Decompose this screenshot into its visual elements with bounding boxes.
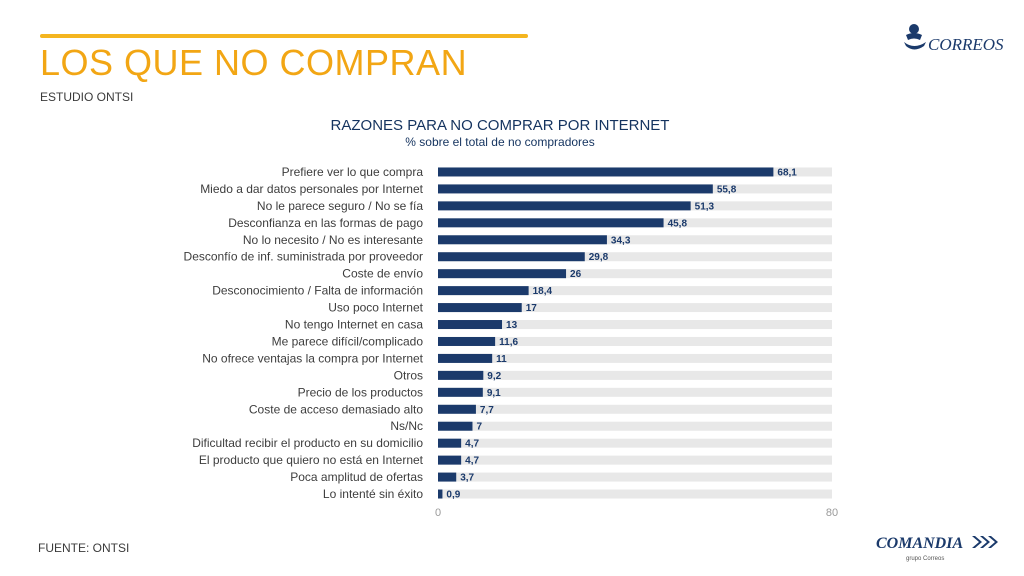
value-label: 7: [476, 422, 482, 433]
value-label: 9,1: [487, 388, 501, 399]
value-label: 34,3: [611, 235, 631, 246]
bar: [438, 269, 567, 279]
category-label: No tengo Internet en casa: [285, 318, 423, 332]
comandia-sub-text: grupo Correos: [906, 556, 944, 562]
bar: [438, 370, 484, 380]
bar-track: [438, 320, 832, 330]
value-label: 17: [526, 303, 538, 314]
bar-track: [438, 438, 832, 448]
bar: [438, 353, 493, 363]
bar: [438, 201, 691, 211]
value-label: 18,4: [533, 286, 553, 297]
bar: [438, 421, 473, 431]
chart-title: RAZONES PARA NO COMPRAR POR INTERNET: [330, 117, 670, 134]
value-label: 45,8: [668, 218, 688, 229]
bar-track: [438, 336, 832, 346]
category-label: Coste de envío: [342, 267, 423, 281]
bar-track: [438, 252, 832, 262]
value-label: 68,1: [777, 167, 797, 178]
bar: [438, 286, 529, 296]
value-label: 11: [496, 354, 507, 365]
bar: [438, 404, 476, 414]
bar-track: [438, 472, 832, 482]
bar: [438, 184, 713, 194]
category-label: No lo necesito / No es interesante: [243, 233, 423, 247]
value-label: 3,7: [460, 473, 474, 484]
category-label: Poca amplitud de ofertas: [290, 470, 423, 484]
bar-track: [438, 303, 832, 313]
value-label: 26: [570, 269, 582, 280]
bar: [438, 252, 585, 262]
value-label: 11,6: [499, 337, 518, 348]
category-label: Coste de acceso demasiado alto: [249, 402, 423, 416]
bar: [438, 472, 457, 482]
category-label: Desconocimiento / Falta de información: [212, 284, 423, 298]
category-label: Desconfianza en las formas de pago: [228, 216, 423, 230]
bar-track: [438, 353, 832, 363]
bar-track: [438, 235, 832, 245]
category-label: Desconfío de inf. suministrada por prove…: [184, 250, 423, 264]
x-tick-label: 0: [435, 507, 441, 519]
bar-track: [438, 387, 832, 397]
category-label: Dificultad recibir el producto en su dom…: [192, 436, 423, 450]
category-label: Precio de los productos: [298, 385, 423, 399]
value-label: 9,2: [487, 371, 501, 382]
value-label: 13: [506, 320, 518, 331]
comandia-logo: COMANDIA grupo Correos: [876, 535, 998, 562]
bar-track: [438, 269, 832, 279]
value-label: 4,7: [465, 439, 479, 450]
value-label: 4,7: [465, 456, 479, 467]
bar-track: [438, 489, 832, 499]
bar-track: [438, 455, 832, 465]
value-label: 0,9: [446, 490, 460, 501]
category-label: Otros: [394, 368, 423, 382]
bar: [438, 438, 462, 448]
category-label: No ofrece ventajas la compra por Interne…: [202, 351, 423, 365]
bar-track: [438, 286, 832, 296]
bar: [438, 320, 503, 330]
bar: [438, 303, 522, 313]
bar: [438, 455, 462, 465]
value-label: 51,3: [695, 201, 715, 212]
correos-logo: CORREOS: [904, 24, 1004, 54]
category-label: Ns/Nc: [390, 419, 423, 433]
page-subtitle: ESTUDIO ONTSI: [40, 90, 134, 104]
correos-logo-text: CORREOS: [928, 35, 1004, 54]
chevrons-icon: [972, 536, 998, 548]
page-title: LOS QUE NO COMPRAN: [40, 42, 468, 83]
bar: [438, 218, 664, 228]
category-label: Lo intenté sin éxito: [323, 487, 423, 501]
bar: [438, 235, 607, 245]
chart-subtitle: % sobre el total de no compradores: [405, 135, 595, 149]
bar: [438, 387, 483, 397]
comandia-logo-text: COMANDIA: [876, 535, 963, 552]
source-note: FUENTE: ONTSI: [38, 541, 130, 555]
title-underline: [40, 34, 528, 38]
bar-track: [438, 370, 832, 380]
category-label: Me parece difícil/complicado: [272, 334, 424, 348]
value-label: 29,8: [589, 252, 609, 263]
bar: [438, 167, 774, 177]
category-label: No le parece seguro / No se fía: [257, 199, 423, 213]
value-label: 55,8: [717, 184, 737, 195]
category-label: Uso poco Internet: [328, 301, 423, 315]
bar: [438, 336, 496, 346]
bar-track: [438, 421, 832, 431]
category-label: Miedo a dar datos personales por Interne…: [200, 182, 423, 196]
bar: [438, 489, 443, 499]
category-label: El producto que quiero no está en Intern…: [199, 453, 424, 467]
bar-track: [438, 404, 832, 414]
category-label: Prefiere ver lo que compra: [282, 165, 424, 179]
x-tick-label: 80: [826, 507, 838, 519]
value-label: 7,7: [480, 405, 494, 416]
